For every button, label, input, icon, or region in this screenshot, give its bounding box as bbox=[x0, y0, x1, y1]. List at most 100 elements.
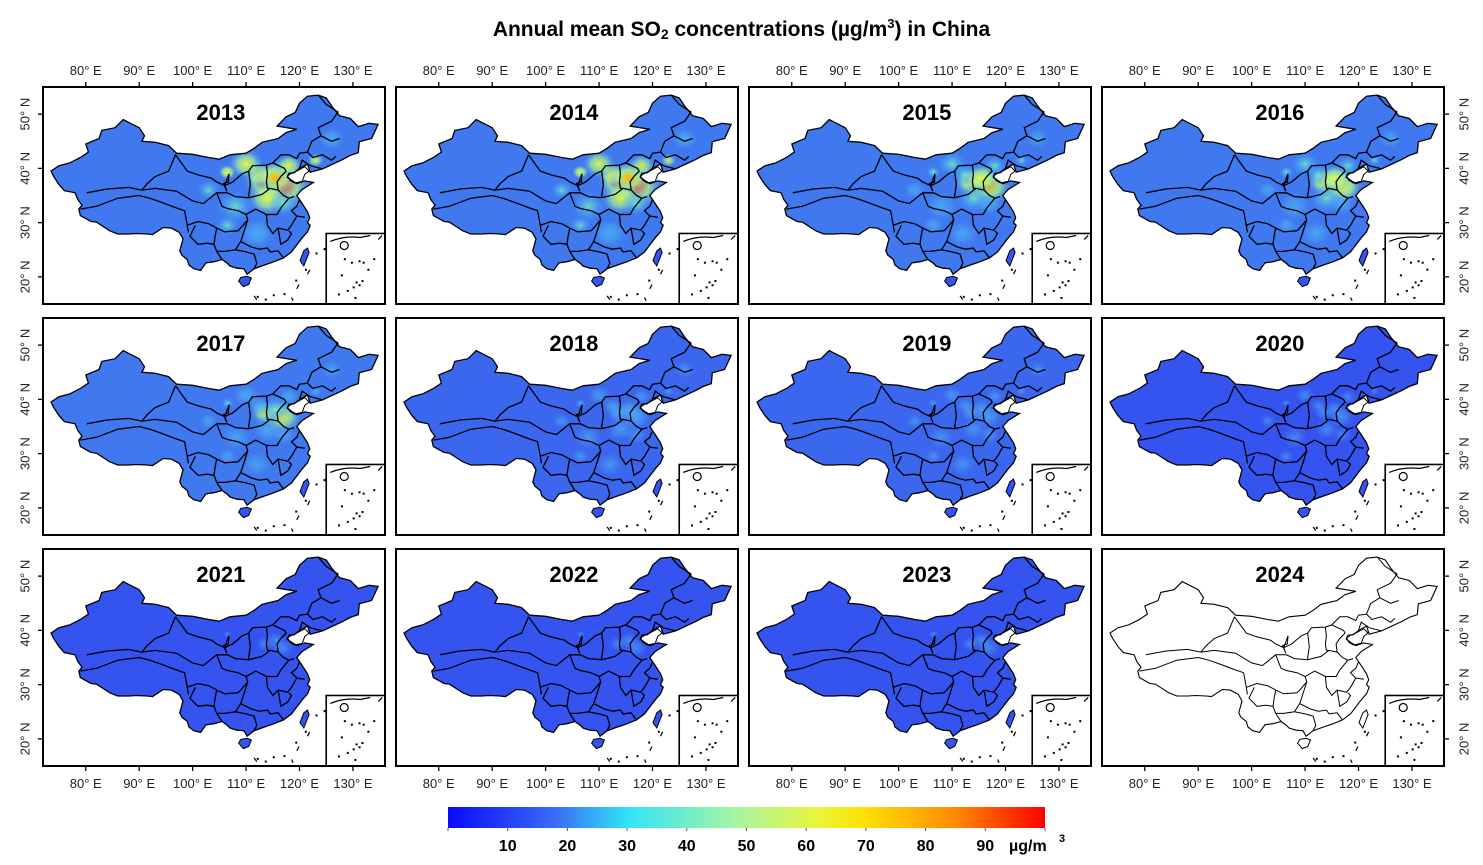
province-border bbox=[1349, 661, 1359, 679]
island-dot bbox=[625, 756, 628, 759]
south-china-sea-inset bbox=[1384, 463, 1445, 536]
island-dot bbox=[636, 755, 639, 758]
inset-island bbox=[711, 515, 714, 518]
hotspot-mark bbox=[278, 387, 300, 406]
province-border bbox=[588, 249, 611, 269]
province-border bbox=[922, 482, 929, 491]
province-border bbox=[630, 227, 646, 246]
island-dot bbox=[315, 714, 318, 717]
province-border bbox=[951, 428, 996, 447]
x-tick-label: 120° E bbox=[633, 63, 673, 78]
colorbar-tick-label: 50 bbox=[738, 838, 756, 855]
hotspot-mark bbox=[1277, 449, 1295, 464]
y-tick-label: 40° N bbox=[1457, 614, 1472, 647]
nine-dash-line bbox=[1012, 269, 1017, 275]
province-border bbox=[189, 687, 215, 707]
y-tick-label: 30° N bbox=[1457, 437, 1472, 470]
nine-dash-line bbox=[296, 284, 300, 290]
nine-dash-line bbox=[1355, 284, 1359, 290]
panel-frame bbox=[395, 86, 739, 305]
panel-frame bbox=[395, 317, 739, 536]
inset-island bbox=[373, 489, 376, 492]
hotspot-mark bbox=[228, 149, 264, 180]
hotspot-mark bbox=[232, 383, 260, 407]
inset-island bbox=[354, 296, 357, 299]
hotspot-mark bbox=[1294, 386, 1316, 404]
province-border bbox=[307, 613, 337, 624]
province-border bbox=[660, 151, 690, 162]
inset-coastline bbox=[682, 465, 736, 482]
province-border bbox=[1304, 197, 1349, 216]
inset-island bbox=[1402, 720, 1405, 723]
colorbar-gradient bbox=[448, 807, 1045, 828]
island-dot bbox=[256, 295, 259, 298]
province-border bbox=[670, 94, 692, 137]
hainan-island bbox=[237, 275, 253, 288]
inset-frame bbox=[1031, 463, 1092, 536]
inset-island bbox=[1056, 723, 1059, 726]
inset-island bbox=[1052, 289, 1055, 292]
x-tick-label: 130° E bbox=[1392, 63, 1432, 78]
taiwan-island bbox=[1358, 709, 1369, 730]
colorbar-tick-label: 10 bbox=[499, 838, 517, 855]
island-dot bbox=[1029, 248, 1032, 251]
inset-island bbox=[1064, 722, 1067, 725]
island-dot bbox=[617, 298, 620, 301]
province-border bbox=[542, 456, 568, 476]
x-tick-label: 120° E bbox=[1339, 63, 1379, 78]
province-border bbox=[1324, 396, 1330, 421]
island-dot bbox=[1010, 730, 1013, 733]
province-border bbox=[951, 197, 996, 216]
y-tick-label: 50° N bbox=[1457, 560, 1472, 593]
province-border bbox=[298, 621, 323, 632]
nine-dash-line bbox=[606, 295, 611, 301]
province-border bbox=[439, 616, 530, 656]
inset-coastline bbox=[1035, 234, 1089, 251]
island-dot bbox=[676, 248, 679, 251]
inset-island bbox=[690, 755, 693, 758]
province-border bbox=[971, 165, 977, 190]
inset-island bbox=[352, 517, 355, 520]
inset-island bbox=[1046, 505, 1049, 508]
y-tick-label: 50° N bbox=[18, 98, 33, 131]
island-dot bbox=[1029, 710, 1032, 713]
inset-island bbox=[708, 281, 711, 284]
x-tick-label: 100° E bbox=[526, 63, 566, 78]
province-border bbox=[141, 187, 295, 205]
hotspot-mark bbox=[1309, 398, 1328, 414]
title-subscript: 2 bbox=[660, 26, 669, 42]
x-tick-label: 130° E bbox=[1039, 776, 1079, 791]
inset-island bbox=[1068, 723, 1071, 726]
x-tick-label: 80° E bbox=[776, 63, 808, 78]
inset-island bbox=[1046, 736, 1049, 739]
inset-island bbox=[1064, 515, 1067, 518]
hotspot-mark bbox=[1257, 181, 1279, 199]
x-tick-label: 130° E bbox=[686, 63, 726, 78]
nine-dash-line bbox=[1365, 269, 1370, 275]
national-border bbox=[756, 94, 1086, 276]
inset-island bbox=[1046, 274, 1049, 277]
x-tick-label: 100° E bbox=[1232, 63, 1272, 78]
province-border bbox=[895, 225, 921, 245]
island-dot bbox=[1354, 741, 1357, 744]
y-tick-label: 30° N bbox=[1457, 668, 1472, 701]
inset-island bbox=[1052, 751, 1055, 754]
inset-island bbox=[1061, 281, 1064, 284]
nine-dash-line bbox=[996, 528, 1000, 532]
inset-island bbox=[1426, 730, 1429, 733]
inset-island bbox=[340, 505, 343, 508]
nine-dash-line bbox=[1002, 284, 1006, 290]
inset-island bbox=[1043, 524, 1046, 527]
map-panel-2016: 2016 80° E 90° E 100° E 110° E 120° E 130° E 20… bbox=[1101, 63, 1472, 305]
inset-coastline bbox=[329, 234, 383, 251]
inset-island bbox=[1402, 489, 1405, 492]
inset-island bbox=[1414, 281, 1417, 284]
province-border bbox=[1376, 325, 1398, 368]
hotspot-mark bbox=[904, 181, 926, 200]
inset-island bbox=[726, 258, 729, 261]
inset-island bbox=[711, 722, 714, 725]
island-dot bbox=[1331, 525, 1334, 528]
province-border bbox=[847, 649, 1001, 667]
province-border bbox=[601, 633, 604, 660]
inset-island bbox=[715, 492, 718, 495]
